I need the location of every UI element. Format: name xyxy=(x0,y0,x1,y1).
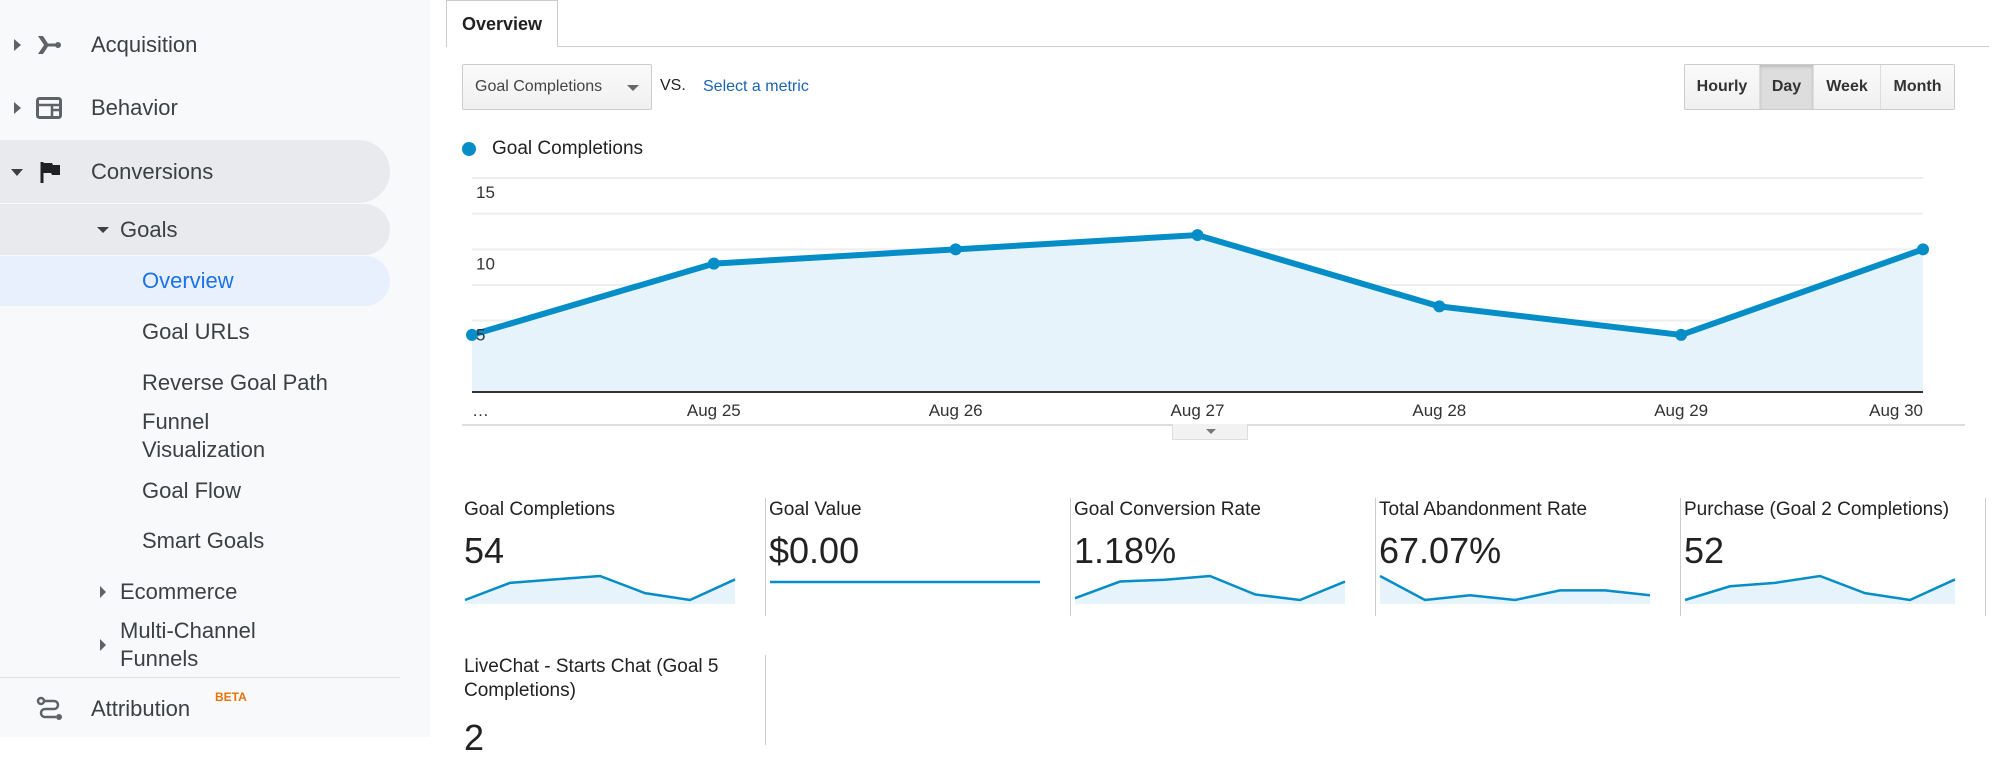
data-point xyxy=(1917,243,1929,256)
metric-dropdown-label: Goal Completions xyxy=(475,78,603,95)
y-tick-label: 10 xyxy=(476,254,495,273)
period-day-button[interactable]: Day xyxy=(1759,65,1813,109)
sparkline-area xyxy=(1075,576,1345,604)
x-tick-label: Aug 26 xyxy=(929,401,983,420)
tab-divider xyxy=(446,46,1989,47)
sparkline-line xyxy=(1684,574,1956,602)
metric-tile[interactable]: LiveChat - Starts Chat (Goal 5 Completio… xyxy=(462,655,766,758)
metric-value: 67.07% xyxy=(1379,530,1502,571)
x-tick-label: … xyxy=(472,401,489,420)
main-content: Overview Goal Completions VS. Select a m… xyxy=(430,0,1999,758)
collapse-arrow-icon xyxy=(11,169,23,176)
sidebar-item-label: Reverse Goal Path xyxy=(142,370,328,395)
sidebar-item-label: Goals xyxy=(120,217,178,242)
sidebar-item-label: Goal Flow xyxy=(142,478,242,503)
sidebar-item-label: Goal URLs xyxy=(142,319,250,344)
acquisition-icon xyxy=(38,36,61,54)
metric-value: 2 xyxy=(464,717,485,758)
goals-highlight xyxy=(0,204,390,255)
x-tick-label: Aug 29 xyxy=(1654,401,1708,420)
data-point xyxy=(466,328,478,341)
sparkline-line xyxy=(1074,574,1346,602)
sparkline xyxy=(1684,574,1956,604)
metric-label: Goal Conversion Rate xyxy=(1074,499,1261,520)
sidebar-item-label: Overview xyxy=(142,268,234,293)
data-point xyxy=(1675,328,1688,341)
metric-tile[interactable]: Goal Conversion Rate 1.18% xyxy=(1072,498,1376,616)
sparkline-area xyxy=(1685,576,1955,604)
period-week-button[interactable]: Week xyxy=(1813,65,1880,109)
overview-highlight xyxy=(0,256,390,306)
metric-value: 1.18% xyxy=(1074,530,1177,571)
metric-value: 54 xyxy=(464,530,505,571)
metric-tile[interactable]: Total Abandonment Rate 67.07% xyxy=(1377,498,1681,616)
period-toggle: Hourly Day Week Month xyxy=(1684,64,1955,110)
expand-arrow-icon xyxy=(14,102,21,114)
metric-label: Goal Value xyxy=(769,499,862,520)
metric-dropdown[interactable]: Goal Completions xyxy=(462,64,652,110)
x-tick-label: Aug 27 xyxy=(1171,401,1225,420)
metric-label: Purchase (Goal 2 Completions) xyxy=(1684,499,1950,520)
metric-value: 52 xyxy=(1684,530,1725,571)
vs-label: VS. xyxy=(660,77,686,94)
metric-tile[interactable]: Purchase (Goal 2 Completions) 52 xyxy=(1682,498,1986,616)
metric-label: Goal Completions xyxy=(464,499,616,520)
sparkline xyxy=(1074,574,1346,604)
data-point xyxy=(707,257,720,270)
sidebar-item-label: Attribution xyxy=(91,696,191,721)
sidebar-item-label: Smart Goals xyxy=(142,528,265,553)
chevron-down-icon xyxy=(627,85,639,91)
sidebar: Acquisition Behavior Conversions Goals O… xyxy=(0,0,430,737)
attribution-icon xyxy=(36,696,62,720)
metric-label: LiveChat - Starts Chat (Goal 5 Completio… xyxy=(464,656,719,701)
beta-badge: BETA xyxy=(215,690,247,704)
tab-overview[interactable]: Overview xyxy=(446,0,558,47)
y-tick-label: 15 xyxy=(476,183,495,202)
collapse-chart-handle[interactable] xyxy=(1172,424,1248,440)
sidebar-item-label: Ecommerce xyxy=(120,579,238,604)
collapse-arrow-icon xyxy=(97,227,109,233)
data-point xyxy=(949,243,962,256)
metric-label: Total Abandonment Rate xyxy=(1379,499,1588,520)
sparkline-area xyxy=(1380,576,1650,604)
expand-arrow-icon xyxy=(100,639,106,651)
sidebar-item-label: Conversions xyxy=(91,159,214,184)
metric-tile[interactable]: Goal Value $0.00 xyxy=(767,498,1071,616)
divider xyxy=(0,677,400,678)
sparkline xyxy=(770,580,1040,584)
behavior-icon xyxy=(36,97,62,119)
x-tick-label: Aug 25 xyxy=(687,401,741,420)
expand-arrow-icon xyxy=(14,39,21,51)
period-month-button[interactable]: Month xyxy=(1880,65,1954,109)
legend-dot-icon xyxy=(462,142,476,156)
sparkline xyxy=(464,574,736,604)
conversions-highlight xyxy=(0,140,390,203)
flag-icon xyxy=(40,162,60,183)
sidebar-item-label: Funnel Visualization xyxy=(142,409,266,462)
data-point xyxy=(1191,229,1204,242)
sparkline-area xyxy=(465,576,735,604)
y-tick-label: 5 xyxy=(476,326,485,345)
metric-tile[interactable]: Goal Completions 54 xyxy=(462,498,766,616)
select-metric-link[interactable]: Select a metric xyxy=(703,78,809,95)
period-hourly-button[interactable]: Hourly xyxy=(1685,65,1759,109)
x-tick-label: Aug 28 xyxy=(1412,401,1466,420)
chart-legend: Goal Completions xyxy=(462,138,643,160)
sparkline xyxy=(1379,574,1651,604)
x-tick-label: Aug 30 xyxy=(1869,401,1923,420)
sidebar-item-label: Acquisition xyxy=(91,32,198,57)
sidebar-item-label: Behavior xyxy=(91,95,178,120)
sparkline-line xyxy=(464,574,736,602)
metric-value: $0.00 xyxy=(769,530,860,571)
expand-arrow-icon xyxy=(100,586,106,598)
legend-label: Goal Completions xyxy=(492,138,644,159)
line-chart: 5 10 15 … Aug 25 Aug 26 Aug 27 Aug 28 Aug 29 Aug … xyxy=(466,177,1929,420)
sparkline-line xyxy=(1379,574,1651,602)
sidebar-item-label: Multi-Channel Funnels xyxy=(120,618,256,671)
area-fill xyxy=(472,235,1923,392)
data-point xyxy=(1433,300,1446,313)
